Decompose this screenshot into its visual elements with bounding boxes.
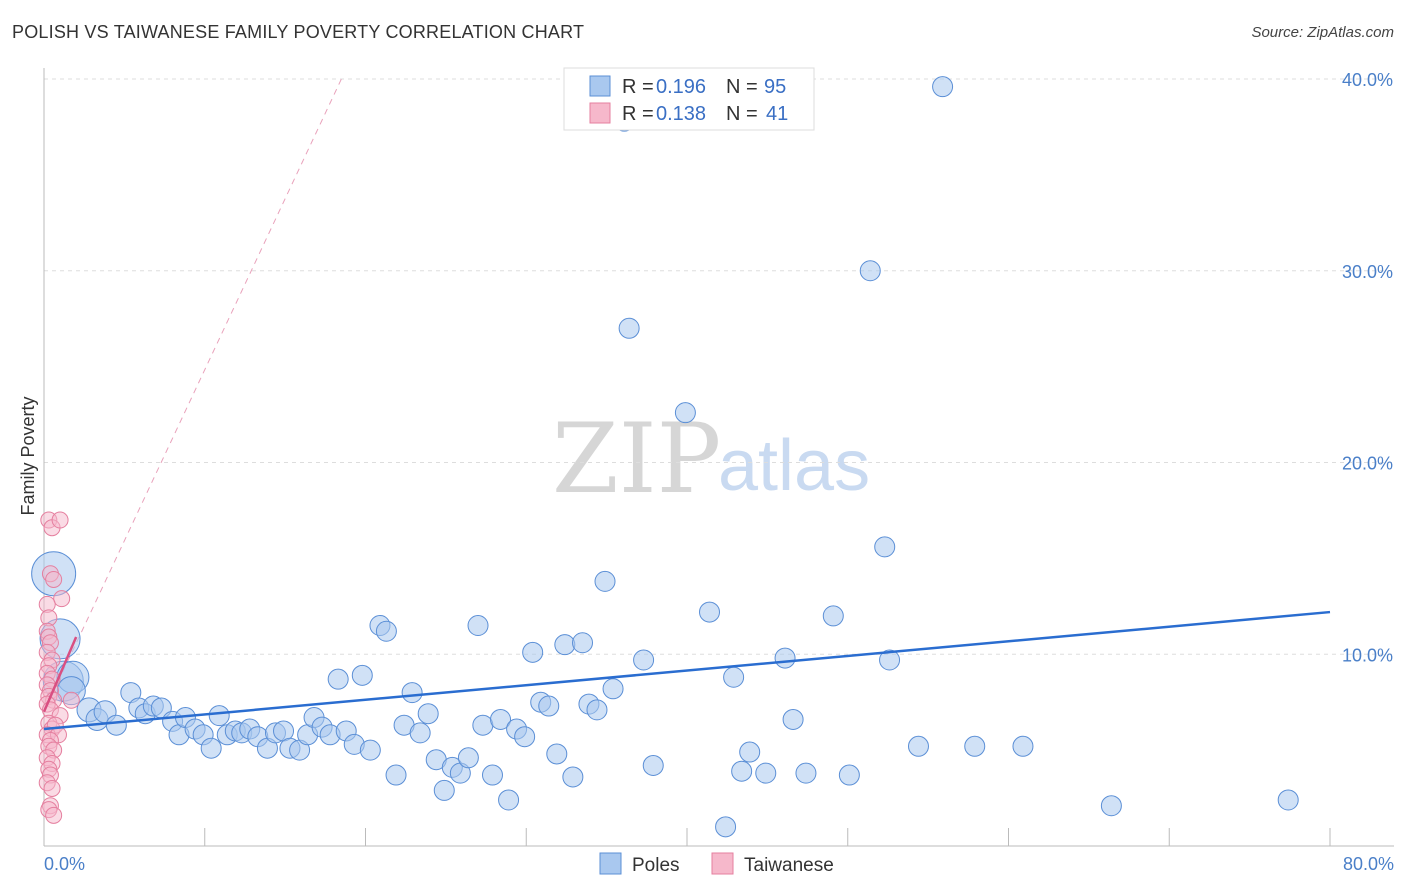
taiwanese-trend-dashed — [43, 78, 342, 712]
poles-point — [594, 570, 616, 592]
taiwanese-point — [62, 691, 80, 709]
poles-point — [200, 737, 222, 759]
trend-lines — [42, 610, 1331, 731]
bottom-legend-swatch-poles — [599, 852, 622, 875]
poles-point — [723, 666, 745, 688]
poles-point — [774, 647, 796, 669]
y-tick-label: 30.0% — [1342, 262, 1393, 282]
poles-point — [522, 641, 544, 663]
poles-point — [715, 816, 737, 838]
watermark-atlas: atlas — [718, 426, 870, 506]
poles-point — [208, 705, 230, 727]
taiwanese-point — [45, 570, 63, 588]
poles-point — [538, 695, 560, 717]
top-legend: R = 0.196 N = 95 R = 0.138 N = 41 — [563, 67, 815, 131]
y-axis-label: Family Poverty — [18, 396, 38, 515]
poles-point — [859, 260, 881, 282]
poles-point — [514, 726, 536, 748]
poles-trend-line — [43, 610, 1331, 731]
watermark-zip: ZIP — [552, 403, 721, 515]
grid — [44, 78, 1394, 655]
poles-point — [481, 764, 503, 786]
poles-point — [633, 649, 655, 671]
poles-point — [586, 699, 608, 721]
taiwanese-trend-line — [42, 636, 78, 713]
poles-point — [375, 620, 397, 642]
poles-point — [782, 708, 804, 730]
poles-point — [385, 764, 407, 786]
y-tick-label: 40.0% — [1342, 70, 1393, 90]
taiwanese-points — [38, 511, 80, 824]
poles-point — [546, 743, 568, 765]
poles-point — [642, 754, 664, 776]
legend-swatch-taiwanese — [589, 102, 611, 124]
poles-point — [417, 703, 439, 725]
poles-point — [472, 714, 494, 736]
poles-point — [618, 317, 640, 339]
poles-point — [674, 402, 696, 424]
legend-r-value-taiwanese: 0.138 — [656, 103, 706, 125]
x-tick-label-min: 0.0% — [44, 854, 85, 874]
legend-r-label-poles: R = — [622, 76, 654, 98]
legend-n-label-taiwanese: N = — [726, 103, 758, 125]
legend-swatch-poles — [589, 75, 611, 97]
legend-n-value-taiwanese: 41 — [766, 103, 788, 125]
bottom-legend: Poles Taiwanese — [599, 852, 834, 876]
poles-point — [433, 779, 455, 801]
poles-point — [409, 722, 431, 744]
poles-point — [467, 614, 489, 636]
taiwanese-point — [45, 806, 63, 824]
poles-point — [739, 741, 761, 763]
poles-point — [838, 764, 860, 786]
poles-point — [1012, 735, 1034, 757]
x-ticks — [204, 828, 1331, 846]
taiwanese-trend-extension — [43, 78, 342, 712]
taiwanese-point — [53, 590, 71, 608]
y-tick-label: 20.0% — [1342, 454, 1393, 474]
poles-point — [602, 678, 624, 700]
y-tick-label: 10.0% — [1342, 645, 1393, 665]
chart-source: Source: ZipAtlas.com — [1251, 24, 1394, 41]
poles-point — [874, 536, 896, 558]
poles-point — [327, 668, 349, 690]
poles-point — [964, 735, 986, 757]
poles-point — [498, 789, 520, 811]
poles-point — [457, 747, 479, 769]
poles-point — [822, 605, 844, 627]
y-tick-labels: 10.0% 20.0% 30.0% 40.0% — [1342, 70, 1393, 665]
poles-point — [879, 649, 901, 671]
chart-title: POLISH VS TAIWANESE FAMILY POVERTY CORRE… — [12, 22, 585, 42]
poles-point — [105, 714, 127, 736]
bottom-legend-label-taiwanese: Taiwanese — [744, 855, 834, 876]
x-tick-label-max: 80.0% — [1343, 854, 1394, 874]
poles-point — [731, 760, 753, 782]
poles-point — [1100, 795, 1122, 817]
poles-point — [562, 766, 584, 788]
taiwanese-point — [43, 779, 61, 797]
legend-r-label-taiwanese: R = — [622, 103, 654, 125]
bottom-legend-label-poles: Poles — [632, 855, 680, 876]
poles-point — [755, 762, 777, 784]
poles-point — [401, 682, 423, 704]
poles-point — [359, 739, 381, 761]
poles-point — [490, 708, 512, 730]
bottom-legend-swatch-taiwanese — [711, 852, 734, 875]
legend-n-value-poles: 95 — [764, 76, 786, 98]
poles-point — [1277, 789, 1299, 811]
poles-points — [31, 76, 1299, 838]
poles-point — [554, 634, 576, 656]
poles-point — [699, 601, 721, 623]
legend-n-label-poles: N = — [726, 76, 758, 98]
legend-r-value-poles: 0.196 — [656, 76, 706, 98]
poles-point — [572, 632, 594, 654]
poles-point — [351, 664, 373, 686]
poles-point — [932, 76, 954, 98]
taiwanese-point — [51, 511, 69, 529]
poles-point — [795, 762, 817, 784]
poles-point — [907, 735, 929, 757]
